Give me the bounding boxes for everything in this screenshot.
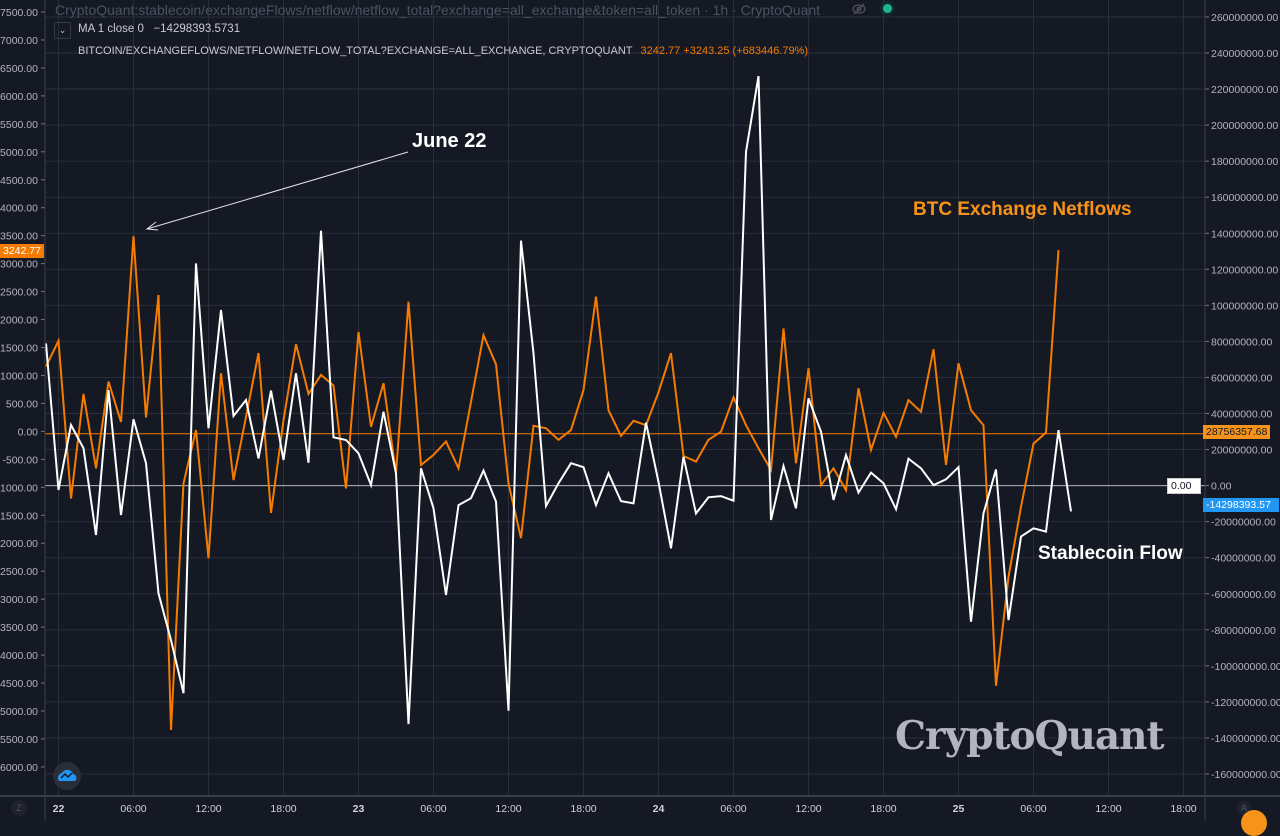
btc-series-values: 3242.77 +3243.25 (+683446.79%) — [641, 45, 809, 57]
hide-eye-icon[interactable] — [852, 3, 866, 15]
left-axis-label: 2500.00 — [0, 287, 38, 299]
time-axis-label: 12:00 — [1095, 803, 1121, 815]
left-axis-label: 2000.00 — [0, 315, 38, 327]
right-axis-label: -120000000.00 — [1211, 697, 1280, 709]
tradingview-logo[interactable] — [53, 762, 81, 790]
right-axis-label: 120000000.00 — [1211, 264, 1278, 276]
left-axis-label: -1500.00 — [0, 510, 38, 522]
ma-value: −14298393.5731 — [153, 23, 240, 35]
time-axis-label: 12:00 — [795, 803, 821, 815]
right-axis: 260000000.00 240000000.00 220000000.00 2000… — [1205, 0, 1280, 821]
right-axis-label: 0.00 — [1211, 481, 1232, 493]
time-axis-label: 12:00 — [495, 803, 521, 815]
time-axis-label: 24 — [653, 803, 665, 815]
left-axis-label: 4500.00 — [0, 175, 38, 187]
left-axis-label: 7500.00 — [0, 7, 38, 19]
left-axis-label: 500.00 — [6, 398, 38, 410]
time-axis-label: 18:00 — [870, 803, 896, 815]
right-axis-label: -160000000.00 — [1211, 769, 1280, 781]
right-axis-label: 160000000.00 — [1211, 192, 1278, 204]
right-axis-label: 140000000.00 — [1211, 228, 1278, 240]
left-axis-label: -3000.00 — [0, 594, 38, 606]
time-axis-label: 25 — [953, 803, 965, 815]
orange-line-value-badge: 28756357.68 — [1203, 425, 1270, 439]
right-axis-label: -100000000.00 — [1211, 661, 1280, 673]
left-axis-label: -6000.00 — [0, 762, 38, 774]
left-axis-label: 1500.00 — [0, 343, 38, 355]
left-axis-label: -2000.00 — [0, 538, 38, 550]
btc-legend[interactable]: BITCOIN/EXCHANGEFLOWS/NETFLOW/NETFLOW_TO… — [78, 45, 808, 57]
left-axis-label: 5000.00 — [0, 147, 38, 159]
right-axis-label: -80000000.00 — [1211, 625, 1276, 637]
cloud-chart-icon — [53, 762, 81, 790]
right-axis-label: 180000000.00 — [1211, 156, 1278, 168]
ma-legend[interactable]: MA 1 close 0 −14298393.5731 — [78, 23, 240, 35]
right-axis-label: -20000000.00 — [1211, 517, 1276, 529]
right-axis-label: 240000000.00 — [1211, 48, 1278, 60]
timezone-z-button[interactable]: Z — [11, 800, 27, 816]
time-axis-label: 06:00 — [720, 803, 746, 815]
june22-annotation: June 22 — [412, 130, 486, 153]
time-axis-label: 18:00 — [270, 803, 296, 815]
time-axis-label: 18:00 — [570, 803, 596, 815]
live-status-dot — [883, 4, 892, 13]
time-axis-label: 06:00 — [120, 803, 146, 815]
time-axis-label: 12:00 — [195, 803, 221, 815]
left-axis-label: 3000.00 — [0, 259, 38, 271]
left-axis-label: -1000.00 — [0, 482, 38, 494]
left-axis-label: -5500.00 — [0, 734, 38, 746]
time-axis-label: 22 — [53, 803, 65, 815]
left-axis-label: -5000.00 — [0, 706, 38, 718]
time-axis-label: 18:00 — [1170, 803, 1196, 815]
left-axis-label: -500.00 — [2, 454, 38, 466]
btc-series-name: BITCOIN/EXCHANGEFLOWS/NETFLOW/NETFLOW_TO… — [78, 45, 633, 57]
right-axis-label: -60000000.00 — [1211, 589, 1276, 601]
left-axis-label: 1000.00 — [0, 370, 38, 382]
left-axis-label: 6500.00 — [0, 63, 38, 75]
time-axis-label: 06:00 — [420, 803, 446, 815]
zero-line-badge: 0.00 — [1167, 478, 1201, 494]
right-axis-label: 80000000.00 — [1211, 336, 1272, 348]
right-axis-label: -40000000.00 — [1211, 553, 1276, 565]
left-axis-label: 6000.00 — [0, 91, 38, 103]
btc-netflow-annotation: BTC Exchange Netflows — [913, 199, 1132, 221]
orange-chat-bubble-icon[interactable] — [1241, 810, 1267, 836]
left-last-value-badge: 3242.77 — [0, 244, 44, 258]
left-axis-label: 3500.00 — [0, 231, 38, 243]
left-axis-label: 4000.00 — [0, 203, 38, 215]
right-axis-label: 200000000.00 — [1211, 120, 1278, 132]
right-axis-label: 220000000.00 — [1211, 84, 1278, 96]
collapse-legend-chevron-icon[interactable]: ⌄ — [54, 22, 71, 39]
right-axis-label: 260000000.00 — [1211, 12, 1278, 24]
cryptoquant-watermark-logo: CryptoQuant — [895, 713, 1164, 759]
left-axis-label: 0.00 — [18, 426, 39, 438]
left-axis-label: -4000.00 — [0, 650, 38, 662]
right-axis-label: 20000000.00 — [1211, 445, 1272, 457]
stablecoin-last-value-badge: -14298393.57 — [1203, 498, 1279, 512]
stablecoin-flow-annotation: Stablecoin Flow — [1038, 543, 1183, 565]
ma-label: MA 1 close 0 — [78, 23, 144, 35]
left-axis-label: -4500.00 — [0, 678, 38, 690]
time-axis-label: 06:00 — [1020, 803, 1046, 815]
right-axis-label: 100000000.00 — [1211, 300, 1278, 312]
right-axis-label: 40000000.00 — [1211, 409, 1272, 421]
chart-title: CryptoQuant:stablecoin/exchangeFlows/net… — [55, 2, 820, 18]
right-axis-label: -140000000.00 — [1211, 733, 1280, 745]
right-axis-label: 60000000.00 — [1211, 372, 1272, 384]
left-axis-label: -2500.00 — [0, 566, 38, 578]
left-axis-label: 5500.00 — [0, 119, 38, 131]
left-axis-label: -3500.00 — [0, 622, 38, 634]
left-axis-label: 7000.00 — [0, 35, 38, 47]
time-axis-label: 23 — [353, 803, 365, 815]
